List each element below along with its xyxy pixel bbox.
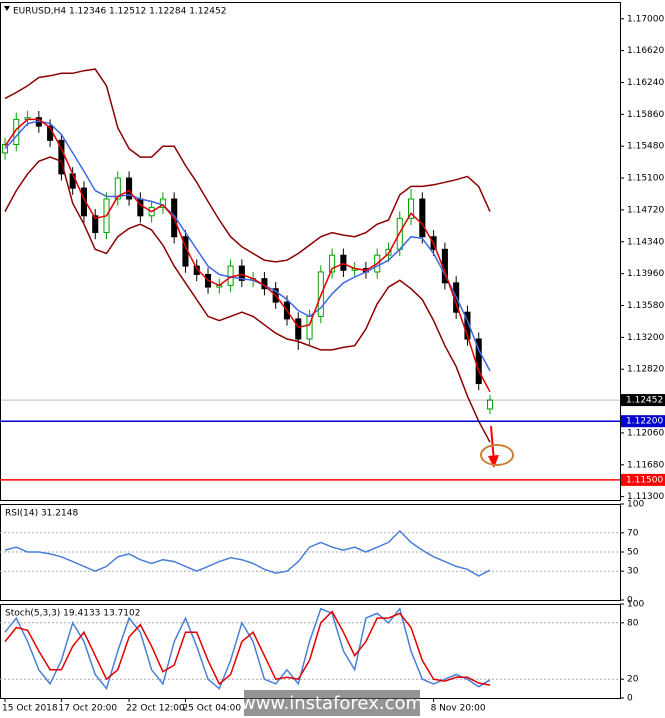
y-tick-label: 50 <box>627 548 639 558</box>
watermark: www.instaforex.com <box>241 693 423 714</box>
x-tick-label: 17 Oct 20:00 <box>58 704 117 714</box>
candle-body <box>408 198 415 219</box>
panel-title: RSI(14) 31.2148 <box>5 509 78 519</box>
y-tick-label: 1.13200 <box>627 333 664 343</box>
level-label: 1.12200 <box>626 417 663 427</box>
y-tick-label: 1.15860 <box>627 110 664 120</box>
y-tick-label: 70 <box>627 528 639 538</box>
candle-body <box>92 215 99 234</box>
x-tick-label: 8 Nov 20:00 <box>431 704 486 714</box>
candle-body <box>419 198 426 238</box>
level-label: 1.11500 <box>626 475 663 485</box>
y-tick-label: 100 <box>627 600 644 610</box>
indicator-line <box>4 156 491 443</box>
candle-body <box>238 265 245 281</box>
y-tick-label: 1.11300 <box>627 492 664 502</box>
x-tick-label: 22 Oct 12:00 <box>126 704 185 714</box>
y-tick-label: 1.16620 <box>627 46 664 56</box>
level-label-box <box>621 473 665 486</box>
panel-title: EURUSD,H4 1.12346 1.12512 1.12284 1.1245… <box>13 7 226 17</box>
arrow-head <box>488 455 499 468</box>
indicator-line <box>4 607 491 691</box>
indicator-line <box>4 68 491 263</box>
x-tick-label: 25 Oct 04:00 <box>182 704 241 714</box>
candle-body <box>295 318 302 340</box>
candle-body <box>486 399 494 410</box>
panel-frame <box>0 604 621 699</box>
forecast-arrow <box>480 425 514 468</box>
y-tick-label: 100 <box>627 500 644 510</box>
candle-body <box>114 177 121 200</box>
y-tick-label: 1.11680 <box>627 460 664 470</box>
level-label-box <box>621 394 665 407</box>
level-label: 1.12452 <box>626 396 663 406</box>
target-ellipse <box>480 444 514 466</box>
candle-body <box>1 144 9 154</box>
y-tick-label: 1.13580 <box>627 301 664 311</box>
y-tick-label: 1.16240 <box>627 78 664 88</box>
y-tick-label: 1.12820 <box>627 365 664 375</box>
candle-body <box>58 139 65 175</box>
y-tick-label: 1.14340 <box>627 237 664 247</box>
y-tick-label: 20 <box>627 675 639 685</box>
x-tick-label: 15 Oct 2018 <box>2 704 58 714</box>
watermark-box: www.instaforex.com <box>241 690 423 716</box>
y-tick-label: 80 <box>627 618 639 628</box>
candle-body <box>126 177 133 200</box>
candle-body <box>329 254 336 273</box>
level-label-box <box>621 415 665 428</box>
y-tick-label: 1.13960 <box>627 269 664 279</box>
panel-frame <box>0 2 621 501</box>
title-icon <box>4 6 10 11</box>
candle-body <box>340 254 347 271</box>
y-tick-label: 0 <box>627 596 633 606</box>
indicator-line <box>4 120 491 372</box>
indicator-line <box>4 529 491 577</box>
indicator-line <box>4 610 491 686</box>
indicator-line <box>4 118 491 393</box>
y-tick-label: 0 <box>627 694 633 704</box>
candle-body <box>227 265 234 286</box>
y-tick-label: 1.15480 <box>627 142 664 152</box>
y-tick-label: 1.15100 <box>627 174 664 184</box>
y-tick-label: 1.12060 <box>627 428 664 438</box>
candle-body <box>159 198 166 208</box>
y-tick-label: 1.17000 <box>627 14 664 24</box>
y-tick-label: 1.14720 <box>627 205 664 215</box>
watermark-bg <box>244 690 420 716</box>
panel-title: Stoch(5,3,3) 19.4133 13.7102 <box>5 609 140 619</box>
y-tick-label: 30 <box>627 567 639 577</box>
